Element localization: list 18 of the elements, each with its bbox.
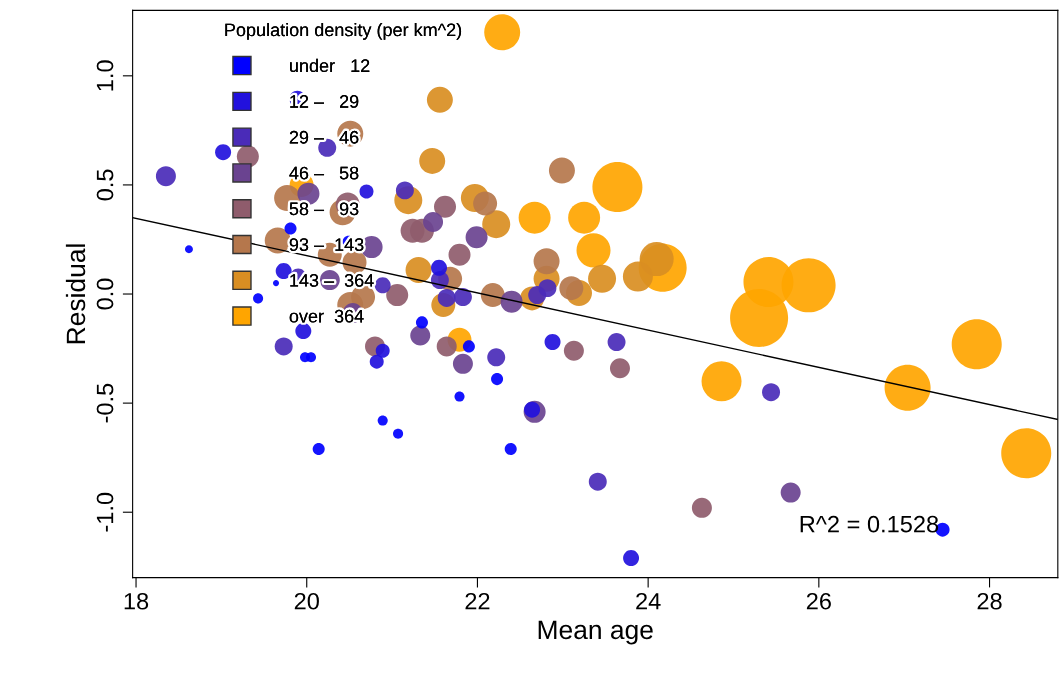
y-tick-label: -0.5 bbox=[96, 383, 114, 423]
y-axis-title: Residual bbox=[65, 244, 86, 344]
x-axis-title: Mean age bbox=[538, 620, 653, 645]
legend-label: under 12 bbox=[290, 58, 370, 73]
x-tick-label: 18 bbox=[124, 592, 149, 610]
x-tick-label: 22 bbox=[465, 592, 490, 610]
y-tick-label: 1.0 bbox=[96, 60, 114, 91]
x-tick-label: 20 bbox=[294, 592, 319, 610]
legend-title: Population density (per km^2) bbox=[225, 23, 462, 40]
legend-label: 58 – 93 bbox=[289, 202, 359, 216]
x-tick-label: 28 bbox=[977, 592, 1002, 610]
x-tick-label: 26 bbox=[806, 592, 831, 610]
y-tick-label: -1.0 bbox=[96, 492, 114, 532]
annotation: R^2 = 0.1528 bbox=[800, 515, 939, 533]
y-tick-label: 0.5 bbox=[96, 169, 114, 201]
legend-label: 29 – 46 bbox=[289, 130, 359, 144]
y-tick-label: 0.0 bbox=[96, 278, 114, 310]
x-tick-label: 24 bbox=[636, 592, 661, 610]
